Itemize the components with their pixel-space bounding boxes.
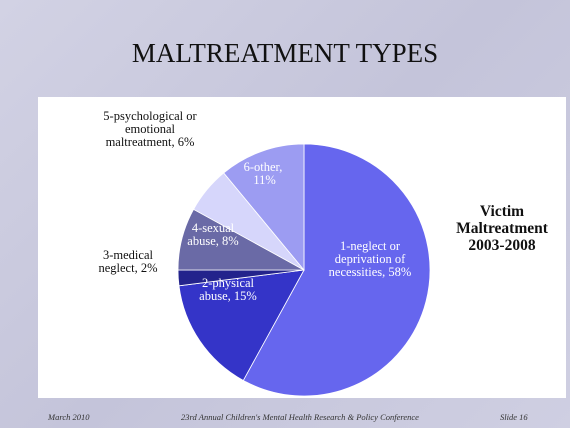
category-label: 1-neglect or deprivation of necessities, (328, 240, 406, 279)
data-label-box: 5-psychological or emotional maltreatmen… (100, 110, 200, 149)
value-label: 2% (140, 261, 158, 275)
category-label: 3-medical neglect, (98, 249, 153, 275)
data-label: 5-psychological or emotional maltreatmen… (100, 110, 200, 149)
value-label: 8% (222, 234, 239, 248)
data-label-box: 4-sexual abuse, 8% (179, 222, 247, 248)
series-label: Victim Maltreatment 2003-2008 (456, 203, 548, 254)
slide-title: MALTREATMENT TYPES (131, 38, 439, 68)
value-label: 11% (253, 173, 276, 187)
category-label: 6-other, (243, 161, 283, 174)
data-label-box: 6-other,11% (233, 161, 293, 187)
value-label: 15% (233, 289, 257, 303)
data-label: 6-other,11% (233, 161, 293, 187)
data-label: 4-sexual abuse, 8% (179, 222, 247, 248)
data-label-box: 1-neglect or deprivation of necessities,… (320, 240, 420, 279)
data-label-box: 3-medical neglect, 2% (88, 249, 168, 275)
category-label: 2-physical abuse, (199, 277, 255, 303)
pie-slice (223, 143, 305, 272)
data-label: 1-neglect or deprivation of necessities,… (320, 240, 420, 279)
pie-slice (242, 143, 431, 397)
value-label: 58% (388, 265, 412, 279)
category-label: 4-sexual abuse, (187, 222, 235, 248)
data-label: 2-physical abuse, 15% (193, 277, 263, 303)
value-label: 6% (177, 135, 195, 149)
category-label: 5-psychological or emotional maltreatmen… (103, 110, 197, 149)
data-label: 3-medical neglect, 2% (88, 249, 168, 275)
footer-slide: Slide 16 (500, 412, 528, 422)
footer-date: March 2010 (48, 412, 90, 422)
footer-conference: 23rd Annual Children's Mental Health Res… (181, 412, 419, 422)
data-label-box: 2-physical abuse, 15% (193, 277, 263, 303)
pie-slice (178, 269, 305, 381)
